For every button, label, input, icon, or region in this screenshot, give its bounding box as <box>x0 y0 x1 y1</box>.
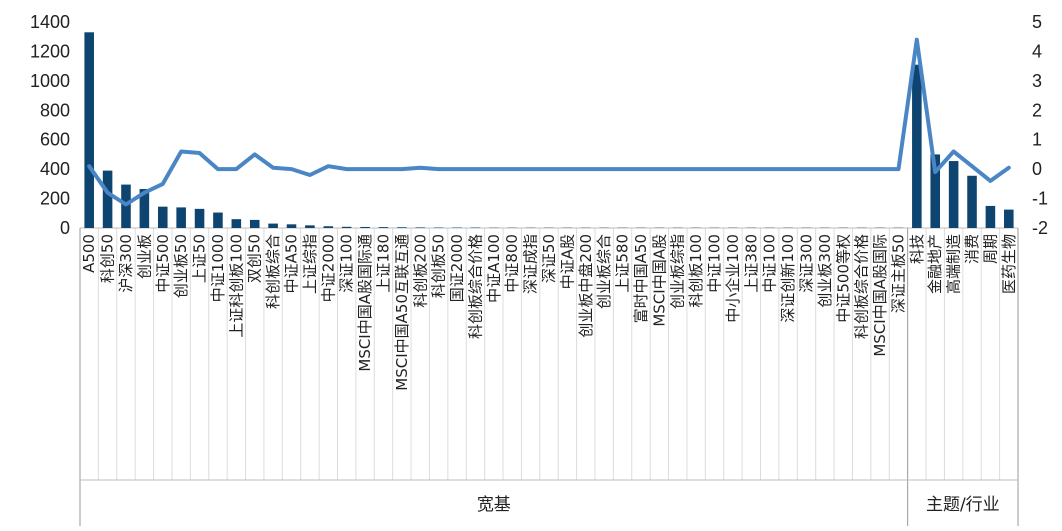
bar <box>967 175 977 228</box>
category-label: 科创50 <box>99 234 117 283</box>
bar <box>139 189 150 228</box>
category-label: 上证380 <box>742 234 760 293</box>
category-label: 国证2000 <box>448 234 466 302</box>
category-label: 中证A50 <box>283 234 301 293</box>
category-label: MSCI中国A50互联互通 <box>393 234 411 391</box>
y-left-tick-label: 400 <box>40 159 70 179</box>
category-label: 科创板50 <box>430 234 448 298</box>
bar <box>912 64 922 229</box>
bar <box>360 226 370 228</box>
y-left-tick-label: 0 <box>60 218 70 238</box>
category-label: 上证50 <box>191 234 209 283</box>
category-label: 深证成指 <box>522 234 540 294</box>
category-label: 上证180 <box>374 234 392 293</box>
category-label: 中证100 <box>706 234 724 293</box>
bar <box>415 227 426 228</box>
bar <box>286 224 297 228</box>
y-right-tick-label: -1 <box>1032 189 1048 209</box>
category-label: 富时中国A50 <box>632 234 650 323</box>
category-label: 医药生物 <box>1000 234 1018 294</box>
group-label: 宽基 <box>477 495 511 515</box>
y-left-tick-label: 1000 <box>30 71 70 91</box>
category-label: 科创板综合 <box>264 234 282 309</box>
category-label: 创业板300 <box>816 234 834 308</box>
bar <box>268 223 278 228</box>
bar <box>157 206 168 228</box>
category-label: 消费 <box>963 234 981 264</box>
category-label: 科创板200 <box>411 234 429 308</box>
y-right-tick-label: 3 <box>1032 71 1042 91</box>
y-left-tick-label: 800 <box>40 100 70 120</box>
category-label: 创业板综指 <box>669 234 687 309</box>
category-label: 中证A100 <box>485 234 503 303</box>
y-right-tick-label: 1 <box>1032 130 1042 150</box>
category-label: 创业板 <box>135 234 153 279</box>
category-label: 双创50 <box>246 234 264 283</box>
y-right-tick-label: 0 <box>1032 159 1042 179</box>
category-label: 科创板综合价格 <box>466 234 484 339</box>
category-label: 深证50 <box>540 234 558 283</box>
y-right-tick-label: 5 <box>1032 12 1042 32</box>
category-label: 中证1000 <box>209 234 227 302</box>
bar <box>249 219 260 228</box>
category-label: 中证A股 <box>558 234 576 289</box>
category-label: 深证创新100 <box>779 234 797 323</box>
bar <box>231 219 242 228</box>
category-label: 沪深300 <box>117 234 135 293</box>
category-label: A500 <box>80 234 98 273</box>
bar <box>378 227 389 228</box>
bar <box>176 207 186 228</box>
category-label: 周期 <box>981 234 999 264</box>
category-label: MSCI中国A股国际通 <box>356 234 374 372</box>
category-label: 上证580 <box>614 234 632 293</box>
category-label: 中证2000 <box>319 234 337 302</box>
category-label: 创业板中盘200 <box>577 234 595 338</box>
y-left-tick-label: 600 <box>40 130 70 150</box>
bar <box>930 154 941 228</box>
category-label: 中证800 <box>503 234 521 293</box>
bar <box>341 226 352 228</box>
category-label: 中小企业100 <box>724 234 742 323</box>
category-label: MSCI中国A股 <box>650 234 668 327</box>
bar <box>948 161 959 228</box>
category-label: 创业板综合 <box>595 234 613 309</box>
category-label: 中证500 <box>154 234 172 293</box>
bar <box>305 225 315 228</box>
bar <box>102 170 113 228</box>
category-label: 高端制造 <box>945 234 963 294</box>
category-label: 深证300 <box>797 234 815 293</box>
bar <box>1004 209 1014 228</box>
bar <box>323 226 334 228</box>
category-label: 深证100 <box>338 234 356 293</box>
category-label: 科创板综合价格 <box>853 234 871 339</box>
line-series <box>87 37 1011 207</box>
y-left-tick-label: 1400 <box>30 12 70 32</box>
category-label: 上证科创板100 <box>227 234 245 338</box>
category-label: 中证500等权 <box>834 234 852 323</box>
y-right-tick-label: 2 <box>1032 100 1042 120</box>
y-right-tick-label: -2 <box>1032 218 1048 238</box>
y-left-tick-label: 1200 <box>30 41 70 61</box>
category-label: MSCI中国A股国际 <box>871 234 889 357</box>
category-label: 科技 <box>908 234 926 264</box>
y-left-tick-label: 200 <box>40 189 70 209</box>
category-label: 深证主板50 <box>889 234 907 313</box>
group-label: 主题/行业 <box>926 495 1000 515</box>
bar <box>84 32 94 228</box>
bar <box>213 212 223 228</box>
category-label: 金融地产 <box>926 234 944 294</box>
category-label: 中证100 <box>761 234 779 293</box>
bar <box>194 208 205 228</box>
category-label: 上证综指 <box>301 234 319 294</box>
category-label: 创业板50 <box>172 234 190 298</box>
bar <box>985 205 996 228</box>
category-label: 科创板100 <box>687 234 705 308</box>
bar <box>397 227 407 228</box>
y-right-tick-label: 4 <box>1032 41 1042 61</box>
